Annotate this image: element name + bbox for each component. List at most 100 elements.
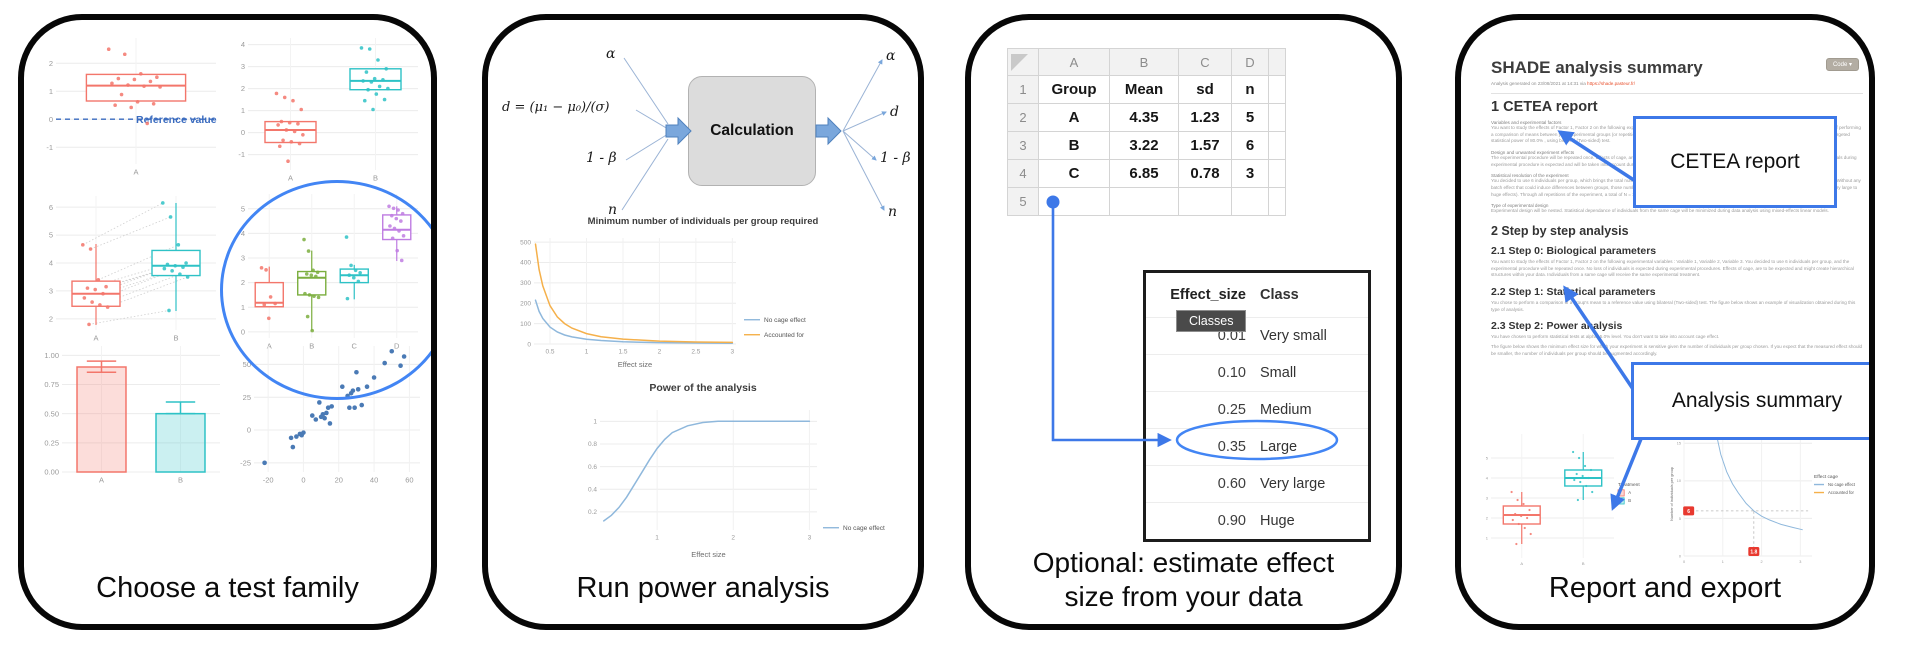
svg-text:0.4: 0.4	[588, 487, 597, 494]
sheet-row-header: 3	[1007, 131, 1039, 160]
output-power: 1 - β	[880, 150, 911, 166]
svg-text:A: A	[93, 334, 98, 343]
sheet-col-header: C	[1178, 48, 1232, 76]
svg-text:0.75: 0.75	[44, 380, 59, 389]
output-alpha: α	[886, 48, 896, 64]
sheet-cell: 1.23	[1178, 103, 1232, 132]
svg-text:3: 3	[1486, 495, 1489, 500]
svg-text:1.00: 1.00	[44, 351, 59, 360]
svg-text:5: 5	[1486, 455, 1489, 460]
effect-size-class: Very small	[1260, 328, 1327, 344]
svg-text:A: A	[288, 174, 293, 183]
svg-text:B: B	[373, 174, 378, 183]
selected-test-circle	[220, 180, 431, 400]
svg-text:0: 0	[1683, 560, 1685, 564]
barchart-two-groups: 0.00 0.25 0.50 0.75 1.00 A B	[44, 346, 220, 485]
subsection-heading: 2.2 Step 1: Statistical parameters	[1491, 285, 1656, 298]
paragraph-label: Design and unwanted experiment effects	[1491, 149, 1575, 155]
output-d: d	[890, 104, 899, 120]
classes-tooltip: Classes	[1176, 310, 1247, 332]
input-effect-size-formula: d = (μ₁ − μ₀)/(σ)	[502, 100, 610, 115]
svg-text:5: 5	[1679, 517, 1681, 521]
report-meta: Analysis generated on 23/08/2021 at 14:3…	[1491, 81, 1636, 86]
cetea-report-callout: CETEA report	[1633, 116, 1837, 208]
svg-text:5: 5	[241, 204, 245, 213]
svg-text:2: 2	[49, 59, 53, 68]
sheet-cell	[1268, 187, 1286, 216]
spreadsheet: A B C D 1 Group Mean sd n 2 A 4.35 1.23 5 3 B 3.22 1.57 6 4…	[1007, 48, 1286, 216]
sheet-cell: Group	[1038, 75, 1110, 104]
svg-text:-1: -1	[46, 143, 53, 152]
svg-text:0.25: 0.25	[44, 438, 59, 447]
paragraph-label: Type of experimental design	[1491, 203, 1549, 209]
code-dropdown-button[interactable]: Code ▾	[1825, 58, 1859, 71]
svg-text:500: 500	[520, 239, 531, 246]
input-alpha: α	[606, 46, 616, 62]
svg-text:Number of individuals per grou: Number of individuals per group	[1670, 467, 1674, 521]
svg-text:60: 60	[405, 476, 413, 485]
svg-text:2: 2	[49, 314, 53, 323]
effect-table-row: 0.01 Very small	[1146, 317, 1368, 354]
panel-caption: Choose a test family	[96, 572, 359, 604]
svg-text:0: 0	[241, 128, 245, 137]
panel-run-power-analysis: α d = (μ₁ − μ₀)/(σ) 1 - β n Calculation …	[482, 14, 924, 630]
column-header: Effect_size	[1170, 287, 1246, 303]
svg-text:1.8: 1.8	[1750, 549, 1757, 555]
svg-text:B: B	[1628, 498, 1631, 503]
svg-text:400: 400	[520, 260, 531, 267]
svg-text:Effect size: Effect size	[691, 550, 725, 559]
effect-table-row: 0.35 Large	[1146, 428, 1368, 465]
sheet-cell	[1038, 187, 1110, 216]
svg-text:Reference value: Reference value	[136, 114, 217, 126]
panel-caption: Optional: estimate effect size from your…	[1032, 547, 1335, 613]
svg-text:1: 1	[585, 349, 589, 356]
power-chart-title: Power of the analysis	[649, 382, 757, 394]
sheet-col-header	[1268, 48, 1286, 76]
svg-text:No cage effect: No cage effect	[1828, 482, 1856, 487]
sheet-col-header: A	[1038, 48, 1110, 76]
sheet-cell: 4.35	[1109, 103, 1179, 132]
paragraph-label: Statistical resolution of the experiment	[1491, 173, 1569, 179]
svg-text:1: 1	[49, 87, 53, 96]
svg-text:0: 0	[247, 426, 251, 435]
svg-text:0.2: 0.2	[588, 509, 597, 516]
column-header: Class	[1260, 287, 1299, 303]
subsection-heading: 2.1 Step 0: Biological parameters	[1491, 244, 1657, 257]
svg-text:0: 0	[1679, 554, 1681, 558]
svg-text:1.5: 1.5	[618, 349, 627, 356]
svg-text:1: 1	[1722, 560, 1724, 564]
svg-text:1: 1	[655, 535, 659, 542]
svg-text:2: 2	[1761, 560, 1763, 564]
section-heading: 2 Step by step analysis	[1491, 223, 1629, 238]
svg-text:B: B	[1582, 561, 1585, 566]
svg-text:No cage effect: No cage effect	[843, 525, 885, 532]
svg-text:2.5: 2.5	[691, 349, 700, 356]
effect-table-row: 0.10 Small	[1146, 354, 1368, 391]
sheet-cell	[1268, 159, 1286, 188]
sheet-row-header: 5	[1007, 187, 1039, 216]
svg-text:300: 300	[520, 280, 531, 287]
svg-text:0.00: 0.00	[44, 468, 59, 477]
big-arrow-out-icon	[815, 116, 842, 146]
sheet-corner	[1007, 48, 1039, 76]
svg-text:5: 5	[49, 231, 53, 240]
svg-text:25: 25	[243, 393, 251, 402]
panel-report-and-export: SHADE analysis summary Code ▾ Analysis g…	[1455, 14, 1875, 630]
sheet-col-header: D	[1231, 48, 1269, 76]
shade-link[interactable]: https://shade.pasteur.fr/	[1587, 81, 1636, 86]
sheet-cell: 3	[1231, 159, 1269, 188]
effect-size-value: 0.35	[1217, 439, 1246, 455]
svg-text:0: 0	[49, 115, 53, 124]
svg-text:0: 0	[527, 341, 531, 348]
paragraph-body: Experimental design will be nested. Stat…	[1491, 208, 1829, 214]
svg-text:2: 2	[241, 84, 245, 93]
effect-size-value: 0.25	[1217, 402, 1246, 418]
svg-text:3: 3	[808, 535, 812, 542]
svg-text:Effect cage: Effect cage	[1814, 474, 1838, 480]
effect-size-value: 0.01	[1217, 328, 1246, 344]
effect-size-value: 0.90	[1217, 513, 1246, 529]
sheet-cell: B	[1038, 131, 1110, 160]
sheet-cell	[1178, 187, 1232, 216]
sheet-cell	[1268, 75, 1286, 104]
